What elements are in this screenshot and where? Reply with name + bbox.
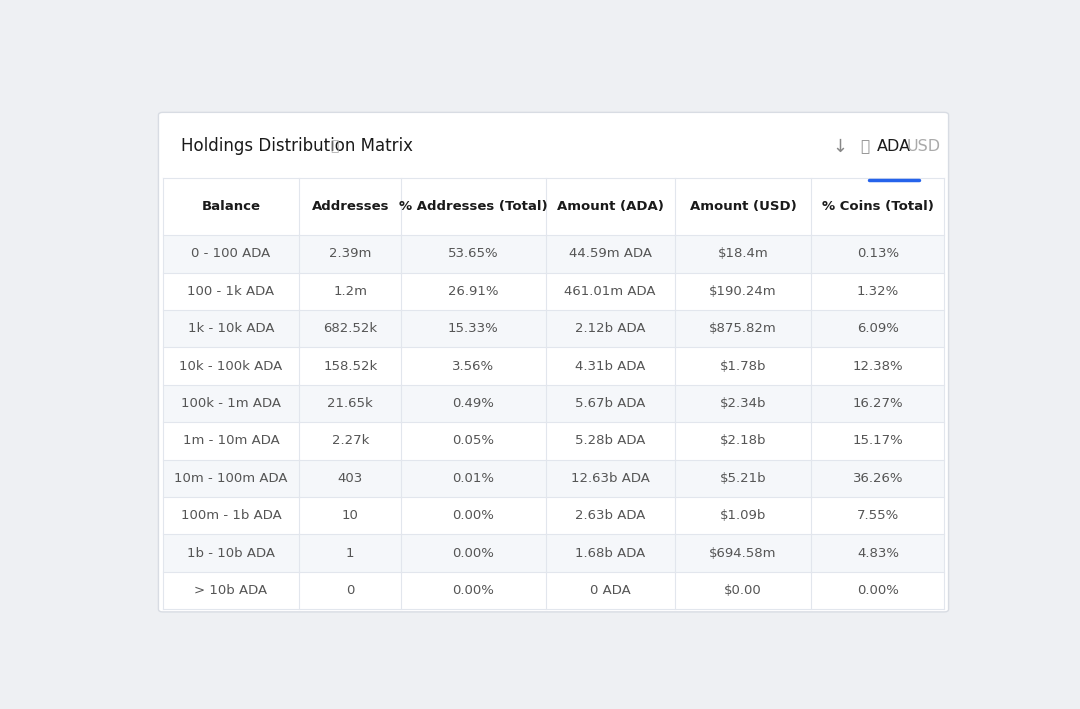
Text: ADA: ADA [877, 139, 912, 154]
Text: 36.26%: 36.26% [853, 471, 903, 485]
Text: Addresses: Addresses [311, 200, 389, 213]
Text: 7.55%: 7.55% [856, 509, 899, 523]
Bar [163, 422, 944, 459]
Text: 53.65%: 53.65% [448, 247, 499, 260]
Text: 4.83%: 4.83% [856, 547, 899, 559]
Text: 0: 0 [346, 584, 354, 597]
Text: 15.33%: 15.33% [448, 322, 499, 335]
Text: 2.27k: 2.27k [332, 435, 369, 447]
Text: 16.27%: 16.27% [852, 397, 903, 410]
Text: 461.01m ADA: 461.01m ADA [565, 285, 656, 298]
Text: 2.63b ADA: 2.63b ADA [575, 509, 646, 523]
Text: ↓: ↓ [833, 138, 848, 155]
Text: 2.12b ADA: 2.12b ADA [575, 322, 646, 335]
Text: 1b - 10b ADA: 1b - 10b ADA [187, 547, 275, 559]
Bar [163, 347, 944, 385]
Text: 1.68b ADA: 1.68b ADA [575, 547, 646, 559]
Text: ⓘ: ⓘ [330, 140, 338, 153]
Text: 5.67b ADA: 5.67b ADA [575, 397, 646, 410]
Text: 1.32%: 1.32% [856, 285, 899, 298]
Text: 0.01%: 0.01% [453, 471, 495, 485]
Text: $2.18b: $2.18b [720, 435, 767, 447]
Text: 100 - 1k ADA: 100 - 1k ADA [188, 285, 274, 298]
Text: 3.56%: 3.56% [453, 359, 495, 373]
Text: 0 ADA: 0 ADA [590, 584, 631, 597]
Bar [163, 385, 944, 422]
Bar [163, 310, 944, 347]
Text: ⛶: ⛶ [861, 139, 869, 154]
Text: 6.09%: 6.09% [858, 322, 899, 335]
Bar [163, 535, 944, 571]
Text: 0.00%: 0.00% [453, 509, 495, 523]
Text: $694.58m: $694.58m [710, 547, 777, 559]
Text: $1.09b: $1.09b [720, 509, 767, 523]
Text: 0.00%: 0.00% [453, 547, 495, 559]
Text: 1.2m: 1.2m [334, 285, 367, 298]
Text: % Coins (Total): % Coins (Total) [822, 200, 934, 213]
Text: 10k - 100k ADA: 10k - 100k ADA [179, 359, 283, 373]
Text: 100k - 1m ADA: 100k - 1m ADA [181, 397, 281, 410]
Text: 1: 1 [346, 547, 354, 559]
Text: 15.17%: 15.17% [852, 435, 903, 447]
Text: 1k - 10k ADA: 1k - 10k ADA [188, 322, 274, 335]
Text: Holdings Distribution Matrix: Holdings Distribution Matrix [181, 138, 413, 155]
Bar [163, 497, 944, 535]
Text: 403: 403 [338, 471, 363, 485]
FancyBboxPatch shape [159, 113, 948, 612]
Bar [163, 571, 944, 609]
Text: 682.52k: 682.52k [323, 322, 377, 335]
Text: $190.24m: $190.24m [710, 285, 777, 298]
Text: Amount (USD): Amount (USD) [690, 200, 796, 213]
Bar [163, 272, 944, 310]
Text: $1.78b: $1.78b [720, 359, 767, 373]
Bar [163, 235, 944, 272]
Text: 0.13%: 0.13% [856, 247, 899, 260]
Text: 0 - 100 ADA: 0 - 100 ADA [191, 247, 271, 260]
Text: 158.52k: 158.52k [323, 359, 377, 373]
Text: 10: 10 [341, 509, 359, 523]
Text: 5.28b ADA: 5.28b ADA [575, 435, 646, 447]
Text: $875.82m: $875.82m [710, 322, 777, 335]
Text: USD: USD [906, 139, 941, 154]
Text: 4.31b ADA: 4.31b ADA [575, 359, 646, 373]
Text: $18.4m: $18.4m [718, 247, 769, 260]
Text: $0.00: $0.00 [725, 584, 762, 597]
Text: 12.38%: 12.38% [852, 359, 903, 373]
Text: 0.00%: 0.00% [453, 584, 495, 597]
Text: $2.34b: $2.34b [720, 397, 767, 410]
Text: Amount (ADA): Amount (ADA) [556, 200, 663, 213]
Text: 21.65k: 21.65k [327, 397, 373, 410]
Text: 12.63b ADA: 12.63b ADA [570, 471, 649, 485]
Text: 44.59m ADA: 44.59m ADA [569, 247, 651, 260]
Text: 100m - 1b ADA: 100m - 1b ADA [180, 509, 282, 523]
Text: $5.21b: $5.21b [719, 471, 767, 485]
Text: % Addresses (Total): % Addresses (Total) [399, 200, 548, 213]
Bar [163, 459, 944, 497]
Text: 0.05%: 0.05% [453, 435, 495, 447]
Text: 1m - 10m ADA: 1m - 10m ADA [183, 435, 280, 447]
Text: 2.39m: 2.39m [329, 247, 372, 260]
Text: 26.91%: 26.91% [448, 285, 499, 298]
Text: Balance: Balance [202, 200, 260, 213]
Text: 10m - 100m ADA: 10m - 100m ADA [174, 471, 287, 485]
Text: 0.49%: 0.49% [453, 397, 495, 410]
Text: 0.00%: 0.00% [858, 584, 899, 597]
Text: > 10b ADA: > 10b ADA [194, 584, 268, 597]
